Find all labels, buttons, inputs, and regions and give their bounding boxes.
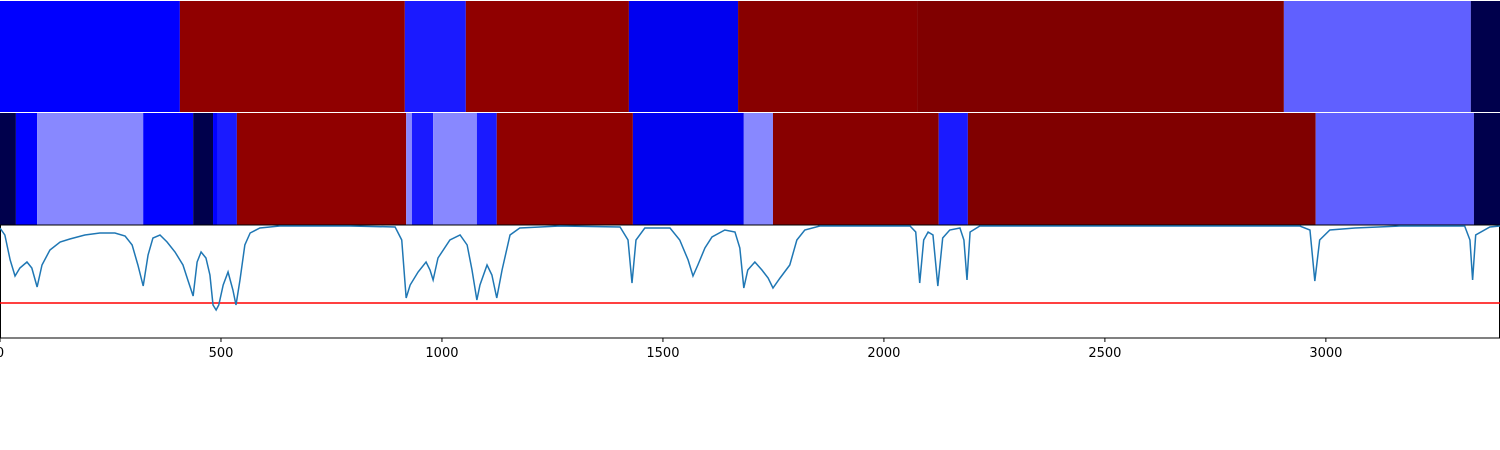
band-segment <box>236 113 407 225</box>
band-segment <box>938 113 968 225</box>
line-series <box>0 225 1500 312</box>
band-segment <box>496 113 633 225</box>
band-segment <box>917 1 1284 112</box>
x-tick-label: 3000 <box>1309 346 1342 361</box>
band-segment <box>1283 1 1471 112</box>
band-segment <box>628 1 739 112</box>
band-segment <box>217 113 237 225</box>
band-segment <box>37 113 144 225</box>
x-tick-label: 500 <box>209 346 234 361</box>
band-segment <box>433 113 477 225</box>
x-tick-label: 2000 <box>867 346 900 361</box>
x-tick-label: 2500 <box>1088 346 1121 361</box>
band-segment <box>143 113 194 225</box>
band-segment <box>411 113 434 225</box>
band-segment <box>213 113 218 225</box>
x-tick-label: 1000 <box>425 346 458 361</box>
band-segment <box>967 113 1316 225</box>
band-segment <box>772 113 939 225</box>
band-segment <box>1473 113 1500 225</box>
band-segment <box>0 113 16 225</box>
band-segment <box>465 1 629 112</box>
band-segment <box>0 1 180 112</box>
band-segment <box>404 1 466 112</box>
x-tick-label: 0 <box>0 346 4 361</box>
band-segment <box>15 113 38 225</box>
band-segment <box>632 113 744 225</box>
band-segment <box>1470 1 1500 112</box>
band-segment <box>406 113 412 225</box>
x-tick-label: 1500 <box>646 346 679 361</box>
band-segment <box>476 113 497 225</box>
band-segment <box>738 1 918 112</box>
band-segment <box>179 1 405 112</box>
plot-frame <box>0 224 1500 339</box>
band-segment <box>1315 113 1474 225</box>
band-segment <box>193 113 214 225</box>
band-segment <box>743 113 773 225</box>
